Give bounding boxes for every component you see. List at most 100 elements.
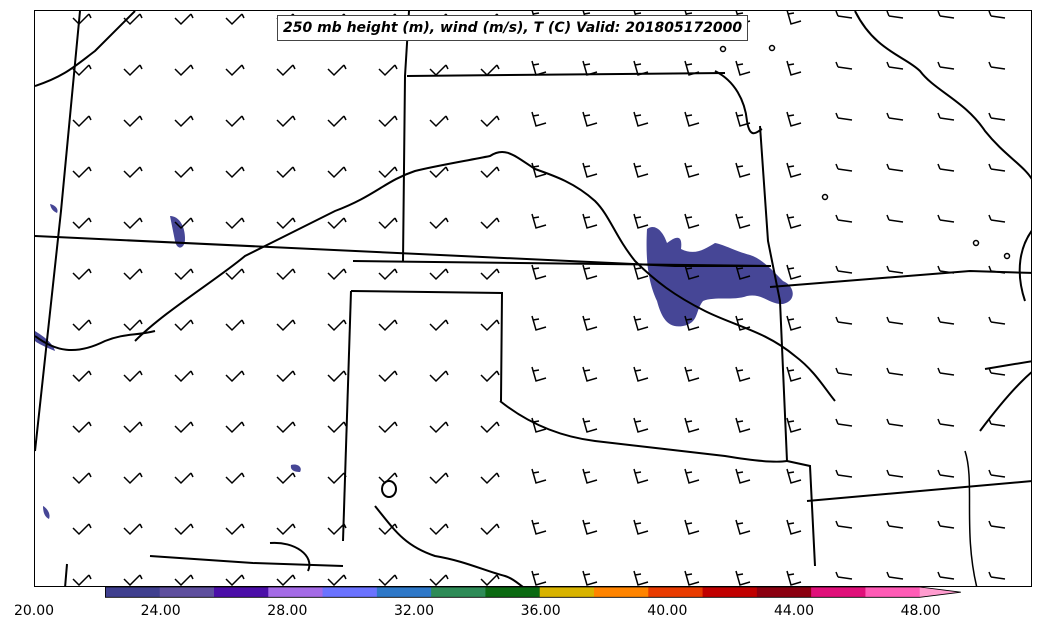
wind-barb [937,163,955,172]
wind-barb [327,472,347,485]
wind-barb [72,370,92,383]
wind-barb [937,61,955,70]
wind-barb [886,469,904,478]
wind-barb [480,166,500,179]
wind-barb [937,316,955,325]
wind-barb [531,570,547,586]
temperature-fill-patch [290,464,301,472]
temperature-fill-patch [50,204,58,213]
wind-barb [174,523,194,536]
wind-barb [225,472,245,485]
wind-barb [174,574,194,586]
wind-barb [633,570,649,586]
wind-barb [327,523,347,536]
wind-barb [684,519,700,535]
wind-barb [582,162,598,178]
wind-barb [174,319,194,332]
wind-barb [988,11,1006,19]
wind-barb [735,519,751,535]
wind-barb [225,166,245,179]
colorbar-segment [811,587,866,598]
wind-barb [786,264,802,280]
wind-barb [937,469,955,478]
ks-southwest-border [149,555,344,567]
wind-barb [225,115,245,128]
wind-barb [633,264,649,280]
map-title: 250 mb height (m), wind (m/s), T (C) Val… [277,15,749,41]
nm-north [64,563,68,586]
colorbar-segment [485,587,541,598]
wind-barb [786,213,802,229]
wind-barb [937,214,955,223]
wind-barb [582,468,598,484]
wind-barb [886,571,904,580]
wind-barb [123,523,143,536]
wind-barb [378,574,398,586]
wind-barb [123,421,143,434]
wind-barb [72,64,92,77]
colorbar-segment [594,587,649,598]
wind-barb [276,115,296,128]
wind-barb [429,421,449,434]
wind-barb [123,472,143,485]
wind-barb [429,166,449,179]
wind-barb [988,520,1006,529]
ks-ok-border [350,290,504,402]
wind-barb [988,214,1006,223]
wind-barb [684,264,700,280]
wind-barb [835,520,853,529]
wind-barb [480,472,500,485]
wind-barb [735,60,751,76]
colorbar-tick-label: 24.00 [140,603,181,619]
wind-barb [480,268,500,281]
map-canvas [35,11,1031,586]
temperature-fill-patch [646,226,793,327]
wind-barb [988,469,1006,478]
wind-barb [276,166,296,179]
wind-barb [633,111,649,127]
wind-barb [937,265,955,274]
wind-barb [429,370,449,383]
temperature-fill-patch [35,331,55,351]
wind-barb [72,319,92,332]
wind-barb [684,366,700,382]
wind-barb [378,421,398,434]
wind-barb [123,115,143,128]
wind-barb [786,111,802,127]
wind-barb [123,64,143,77]
wind-barb [276,217,296,230]
wind-barb [835,571,853,580]
wind-barb [480,370,500,383]
wind-barb [327,166,347,179]
wind-barb [582,519,598,535]
colorbar-tick-label: 20.00 [13,603,55,619]
wind-barb [988,367,1006,376]
wind-barb [786,519,802,535]
colorbar-tick-label: 32.00 [393,603,435,619]
wind-barb [633,315,649,331]
wind-barb [937,11,955,19]
wind-barb [123,13,143,26]
wind-barb [684,213,700,229]
wind-barb [72,472,92,485]
ks-mo-border [759,125,788,462]
wind-barb [937,571,955,580]
wind-barb [684,315,700,331]
temperature-fill-patch [170,216,185,248]
wind-barb [327,115,347,128]
wind-barb [531,60,547,76]
wind-barb [531,111,547,127]
wind-barb [225,523,245,536]
wind-barb [276,523,296,536]
wind-barb [684,60,700,76]
map-panel [34,10,1032,587]
wind-barb [378,64,398,77]
colorbar-segment [702,587,758,598]
wind-barb [835,367,853,376]
wind-barb [633,366,649,382]
wind-barb [582,417,598,433]
ok-east-border [786,460,816,567]
wind-barb [786,315,802,331]
wind-barb [735,162,751,178]
wind-barb [988,163,1006,172]
